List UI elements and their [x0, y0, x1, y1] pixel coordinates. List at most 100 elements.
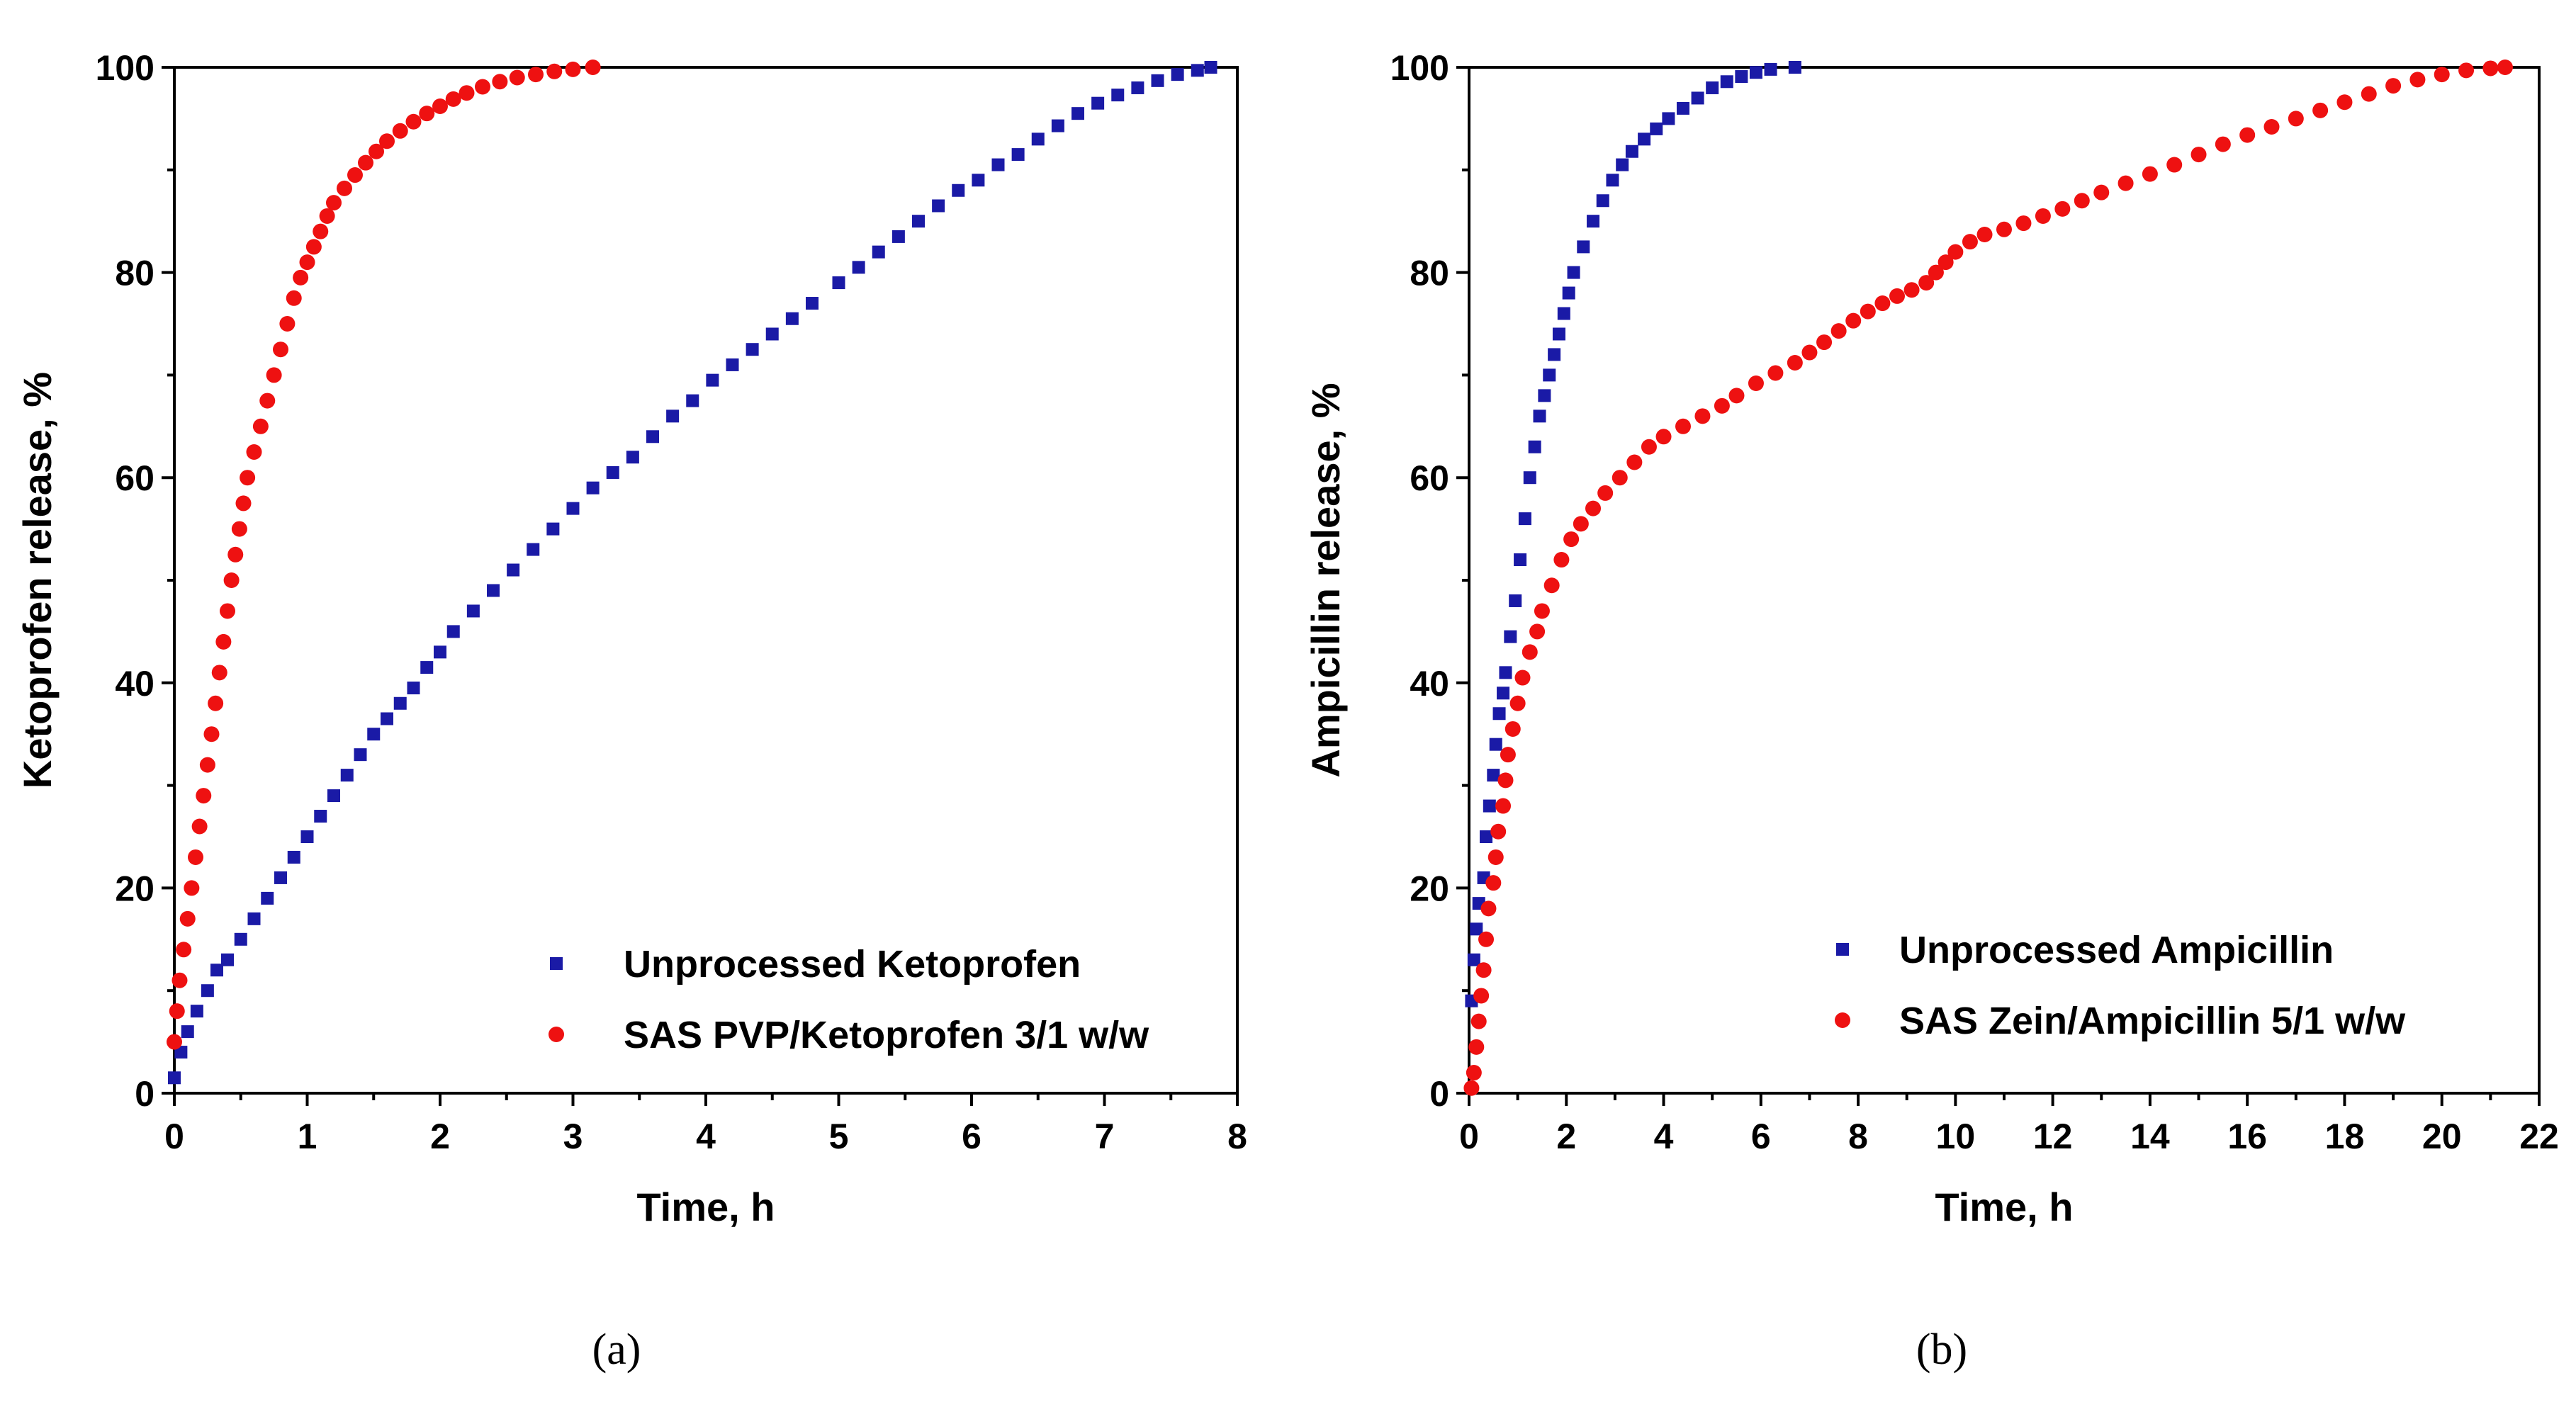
data-point-circle	[405, 113, 422, 130]
data-point-circle	[293, 269, 309, 286]
data-point-square	[1606, 174, 1619, 187]
y-tick-label: 60	[1410, 458, 1449, 498]
data-point-circle	[240, 470, 256, 486]
data-point-square	[1625, 145, 1638, 158]
data-point-circle	[1500, 747, 1516, 763]
data-point-circle	[167, 1034, 182, 1050]
data-point-circle	[313, 223, 329, 239]
x-tick-label: 3	[563, 1117, 583, 1156]
data-point-square	[1467, 953, 1480, 966]
data-point-circle	[1573, 516, 1589, 532]
x-tick-label: 4	[696, 1117, 716, 1156]
x-tick-label: 6	[962, 1117, 982, 1156]
data-point-circle	[1928, 264, 1944, 281]
data-point-circle	[1585, 500, 1602, 516]
data-point-circle	[2263, 118, 2280, 135]
data-point-circle	[379, 133, 395, 149]
y-tick-label: 0	[135, 1074, 154, 1114]
y-tick-label: 60	[115, 458, 154, 498]
data-point-square	[1557, 307, 1570, 320]
y-tick-label: 100	[96, 48, 154, 88]
data-point-circle	[1473, 988, 1490, 1004]
y-tick-label: 20	[1410, 869, 1449, 908]
data-point-square	[706, 373, 719, 387]
data-point-square	[1480, 830, 1493, 843]
data-point-circle	[299, 254, 315, 271]
data-point-square	[686, 394, 699, 407]
data-point-square	[1788, 61, 1801, 74]
data-point-square	[1596, 194, 1609, 208]
data-point-circle	[179, 910, 196, 927]
data-point-circle	[184, 880, 200, 896]
data-point-square	[210, 964, 223, 977]
data-point-square	[1616, 158, 1629, 171]
x-tick-label: 5	[829, 1117, 849, 1156]
data-point-square	[1011, 148, 1025, 162]
data-point-square	[912, 215, 925, 228]
data-point-square	[1051, 119, 1064, 132]
data-point-square	[407, 682, 420, 695]
data-point-square	[1577, 240, 1590, 254]
data-point-circle	[305, 239, 322, 255]
data-point-circle	[369, 143, 384, 159]
data-point-circle	[509, 69, 525, 86]
data-point-square	[1749, 66, 1762, 79]
data-point-circle	[1522, 644, 1538, 660]
plot-frame	[173, 66, 1239, 1095]
x-tick-label: 22	[2519, 1117, 2559, 1156]
data-point-circle	[2166, 157, 2183, 173]
data-point-square	[546, 522, 560, 536]
data-point-circle	[279, 316, 296, 332]
legend-label: Unprocessed Ketoprofen	[624, 943, 1081, 985]
data-point-circle	[266, 367, 282, 383]
data-point-circle	[223, 572, 240, 588]
data-point-square	[1191, 64, 1204, 77]
data-point-circle	[1612, 470, 1628, 486]
data-point-circle	[1504, 721, 1521, 737]
x-tick-label: 8	[1848, 1117, 1868, 1156]
data-point-square	[1072, 107, 1084, 120]
x-tick-label: 2	[430, 1117, 450, 1156]
panel-caption: (a)	[592, 1326, 641, 1374]
x-tick-label: 20	[2422, 1117, 2462, 1156]
data-point-circle	[246, 444, 262, 460]
data-point-circle	[1478, 931, 1495, 947]
data-point-square	[606, 465, 619, 479]
data-point-square	[1764, 62, 1777, 76]
data-point-circle	[220, 603, 235, 619]
data-point-circle	[1937, 254, 1954, 271]
data-point-circle	[196, 788, 212, 804]
data-point-square	[1587, 215, 1600, 228]
data-point-circle	[1475, 962, 1492, 978]
data-point-circle	[1480, 900, 1497, 917]
data-point-circle	[2434, 67, 2450, 83]
data-point-square	[487, 584, 500, 597]
data-point-circle	[546, 63, 563, 79]
x-tick-label: 2	[1556, 1117, 1576, 1156]
legend-label: SAS PVP/Ketoprofen 3/1 w/w	[624, 1014, 1149, 1056]
x-tick-label: 1	[298, 1117, 317, 1156]
data-point-circle	[1466, 1065, 1482, 1081]
data-point-square	[952, 183, 965, 197]
data-point-square	[785, 312, 799, 325]
data-point-square	[287, 850, 300, 864]
data-point-circle	[432, 98, 448, 115]
data-point-circle	[475, 79, 490, 95]
data-point-circle	[1655, 429, 1672, 445]
data-point-square	[1562, 286, 1575, 300]
data-point-circle	[2458, 62, 2475, 79]
data-point-circle	[1889, 288, 1905, 304]
data-point-square	[666, 410, 680, 423]
data-point-circle	[1860, 303, 1876, 320]
data-point-square	[972, 174, 985, 187]
data-point-circle	[1597, 485, 1614, 501]
data-point-circle	[259, 392, 276, 409]
data-point-circle	[1563, 531, 1580, 548]
data-point-square	[381, 712, 393, 725]
data-point-square	[190, 1005, 203, 1018]
data-point-circle	[2035, 208, 2051, 224]
data-point-circle	[2054, 200, 2071, 217]
data-point-square	[1523, 471, 1536, 485]
x-tick-label: 14	[2130, 1117, 2170, 1156]
